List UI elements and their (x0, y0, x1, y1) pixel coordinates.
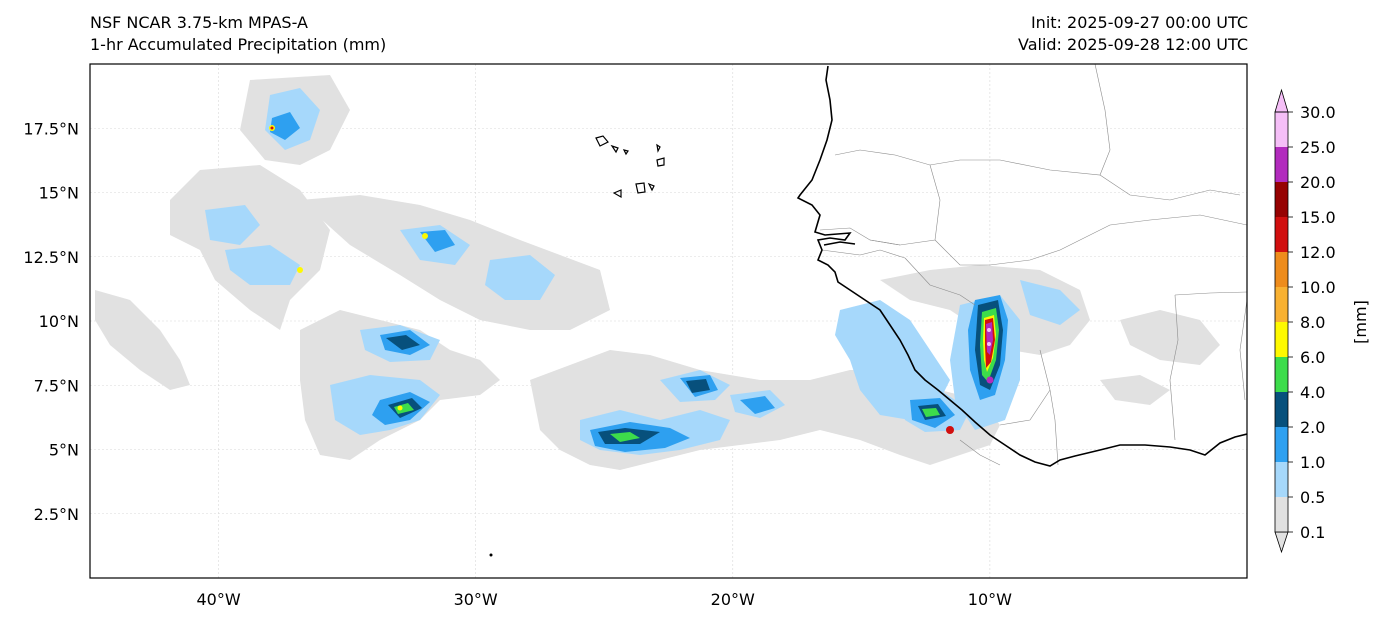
colorbar-tick-label: 6.0 (1300, 348, 1325, 367)
colorbar: 0.1 0.5 1.0 2.0 4.0 6.0 8.0 10.0 12.0 15.0 20.0 25.… (1274, 88, 1370, 554)
colorbar-tick-label: 1.0 (1300, 453, 1325, 472)
lat-tick-label: 15°N (39, 184, 79, 203)
colorbar-extend-min (1274, 531, 1289, 554)
lon-tick-label: 10°W (968, 590, 1012, 609)
colorbar-segment (1275, 497, 1288, 532)
lon-tick-label: 30°W (454, 590, 498, 609)
colorbar-extend-max (1274, 88, 1289, 113)
field-title: 1-hr Accumulated Precipitation (mm) (90, 35, 387, 54)
lon-tick-label: 40°W (196, 590, 240, 609)
latitude-tick-labels: 17.5°N 15°N 12.5°N 10°N 7.5°N 5°N 2.5°N (23, 119, 79, 524)
colorbar-tick-label: 4.0 (1300, 383, 1325, 402)
lat-tick-label: 5°N (49, 441, 79, 460)
colorbar-unit-label: [mm] (1351, 300, 1370, 344)
colorbar-segment (1275, 147, 1288, 182)
valid-time-label: Valid: 2025-09-28 12:00 UTC (1017, 35, 1248, 54)
lat-tick-label: 2.5°N (34, 505, 79, 524)
colorbar-segment (1275, 182, 1288, 217)
lat-tick-label: 17.5°N (23, 119, 79, 138)
header-left: NSF NCAR 3.75-km MPAS-A 1-hr Accumulated… (90, 12, 386, 56)
lat-tick-label: 7.5°N (34, 376, 79, 395)
colorbar-segment (1275, 392, 1288, 427)
colorbar-segment (1275, 217, 1288, 252)
colorbar-tick-label: 15.0 (1300, 208, 1336, 227)
colorbar-tick-label: 0.5 (1300, 488, 1325, 507)
model-title: NSF NCAR 3.75-km MPAS-A (90, 13, 308, 32)
colorbar-tick-label: 10.0 (1300, 278, 1336, 297)
colorbar-tick-label: 2.0 (1300, 418, 1325, 437)
colorbar-tick-label: 0.1 (1300, 523, 1325, 542)
precip-30mm-areas (987, 328, 991, 346)
colorbar-segment (1275, 427, 1288, 462)
header-right: Init: 2025-09-27 00:00 UTC Valid: 2025-0… (1018, 12, 1248, 56)
colorbar-tick-label: 8.0 (1300, 313, 1325, 332)
lat-tick-label: 10°N (39, 312, 79, 331)
lon-tick-label: 20°W (711, 590, 755, 609)
cape-verde-islands (595, 135, 665, 199)
colorbar-tick-label: 12.0 (1300, 243, 1336, 262)
colorbar-tick-label: 30.0 (1300, 103, 1336, 122)
colorbar-tick-label: 20.0 (1300, 173, 1336, 192)
colorbar-tick-label: 25.0 (1300, 138, 1336, 157)
colorbar-segment (1275, 462, 1288, 497)
init-time-label: Init: 2025-09-27 00:00 UTC (1030, 13, 1248, 32)
coastline (796, 65, 1247, 467)
colorbar-segment (1275, 357, 1288, 392)
colorbar-segment (1275, 252, 1288, 287)
colorbar-segment (1275, 112, 1288, 147)
map-area (89, 63, 1248, 579)
country-borders (819, 64, 1247, 466)
lat-tick-label: 12.5°N (23, 248, 79, 267)
island-dot (489, 553, 493, 557)
map-frame (89, 63, 1248, 579)
colorbar-segment (1275, 322, 1288, 357)
longitude-tick-labels: 40°W 30°W 20°W 10°W (196, 590, 1012, 609)
colorbar-segment (1275, 287, 1288, 322)
